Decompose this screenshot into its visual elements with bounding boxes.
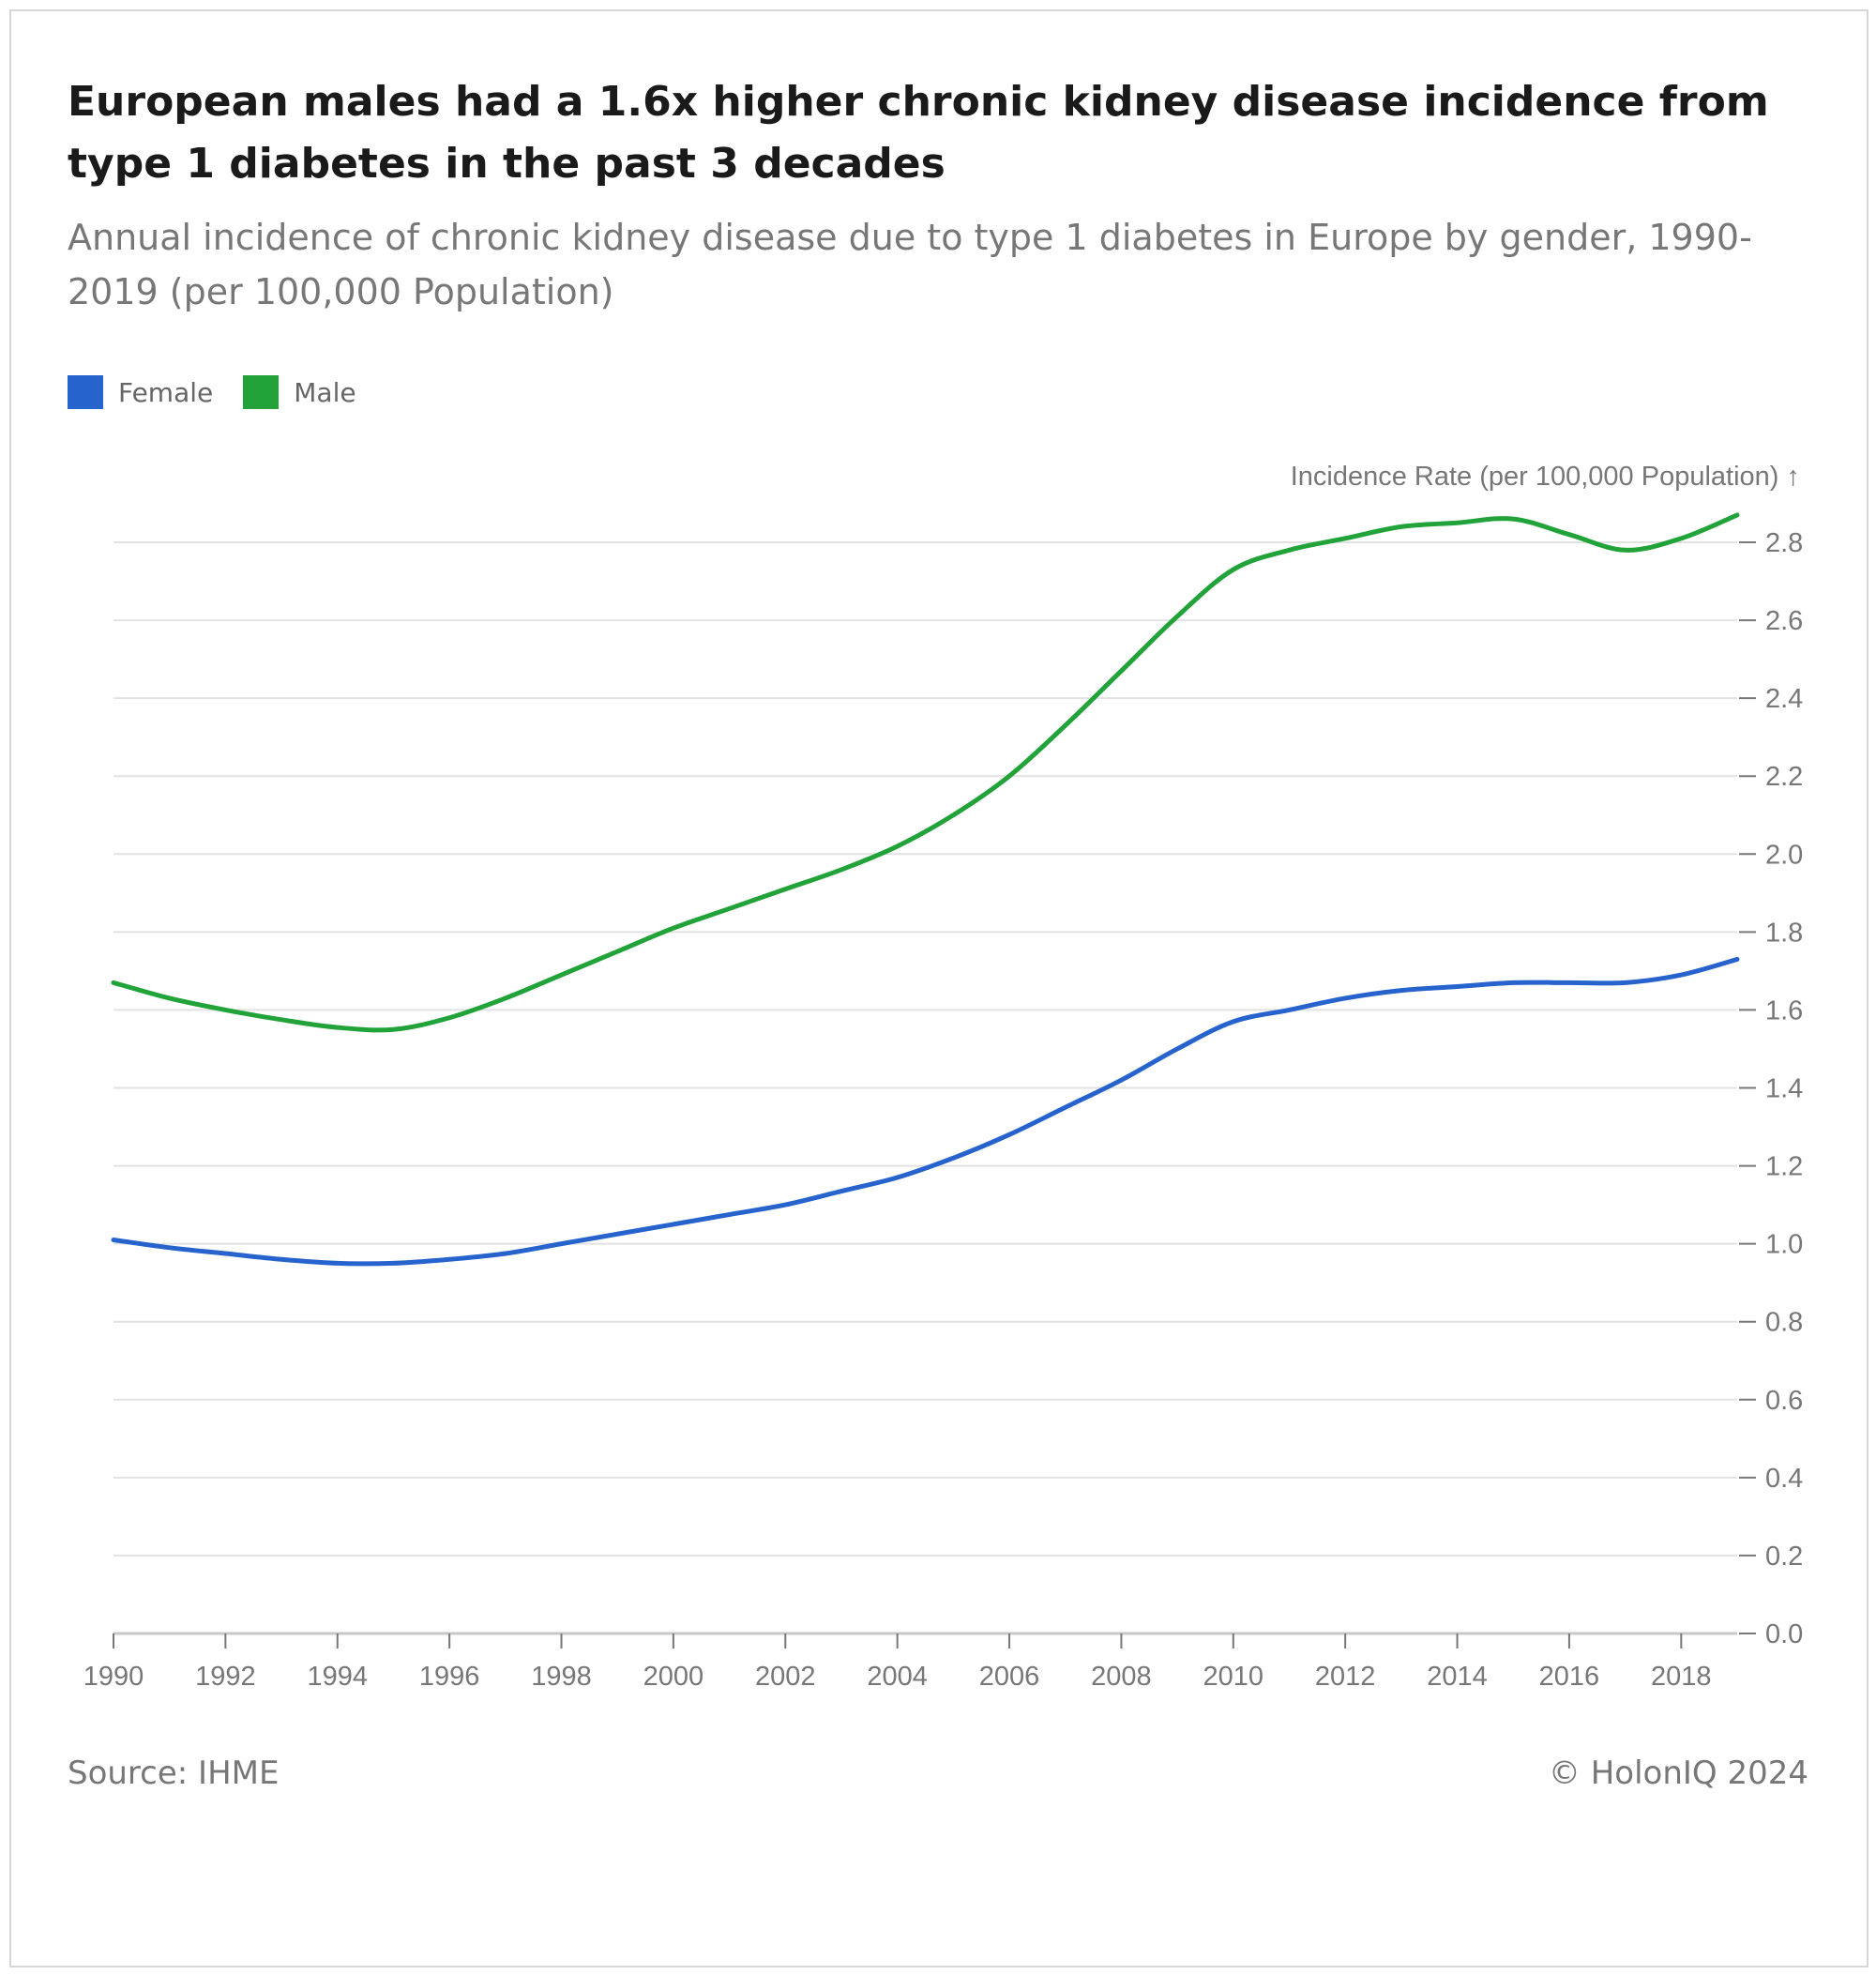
y-tick-label: 2.0: [1765, 840, 1803, 870]
y-tick-label: 2.6: [1765, 606, 1803, 636]
source-note: Source: IHME: [68, 1755, 280, 1792]
x-tick-label: 1996: [419, 1662, 480, 1692]
x-tick-label: 1990: [83, 1662, 144, 1692]
x-tick-label: 2002: [755, 1662, 816, 1692]
legend-swatch-male: [243, 375, 280, 409]
grid-lines: [113, 541, 1737, 1635]
x-tick-label: 1992: [195, 1662, 256, 1692]
y-tick-label: 0.0: [1765, 1619, 1803, 1649]
legend-item-female[interactable]: Female: [68, 375, 213, 409]
y-tick-label: 0.8: [1765, 1308, 1803, 1338]
legend-swatch-female: [68, 375, 103, 409]
legend: Female Male: [68, 373, 386, 411]
chart-title: European males had a 1.6x higher chronic…: [68, 78, 1769, 188]
x-tick-label: 1994: [308, 1662, 369, 1692]
y-tick-label: 1.2: [1765, 1152, 1803, 1182]
copyright-note: © HolonIQ 2024: [1548, 1755, 1808, 1792]
y-tick-label: 2.2: [1765, 762, 1803, 792]
y-tick-label: 1.8: [1765, 918, 1803, 948]
x-tick-label: 1998: [531, 1662, 592, 1692]
y-tick-label: 1.6: [1765, 995, 1803, 1025]
x-tick-label: 2014: [1427, 1662, 1488, 1692]
y-tick-label: 2.8: [1765, 528, 1803, 558]
y-tick-label: 2.4: [1765, 684, 1803, 714]
x-tick-label: 2012: [1315, 1662, 1376, 1692]
y-tick-label: 0.6: [1765, 1386, 1803, 1416]
x-tick-label: 2004: [867, 1662, 928, 1692]
x-tick-label: 2010: [1203, 1662, 1264, 1692]
x-tick-label: 2000: [643, 1662, 704, 1692]
y-tick-label: 1.4: [1765, 1074, 1803, 1104]
y-tick-label: 0.2: [1765, 1542, 1803, 1572]
y-tick-label: 1.0: [1765, 1230, 1803, 1260]
legend-item-male[interactable]: Male: [243, 375, 356, 409]
legend-label-male: Male: [294, 376, 356, 408]
y-axis: 0.0 0.2 0.4 0.6 0.8 1.0 1.2 1.4 1.6 1.8 2.0 2.2 2.4 2…: [1739, 528, 1803, 1649]
x-tick-label: 2008: [1091, 1662, 1152, 1692]
x-tick-label: 2016: [1539, 1662, 1600, 1692]
series-line-female[interactable]: [111, 956, 1740, 1267]
x-tick-label: 2018: [1651, 1662, 1712, 1692]
chart-subtitle: Annual incidence of chronic kidney disea…: [68, 217, 1752, 312]
x-axis: 1990 1992 1994 1996 1998 2000 2002 2004 2006 2008…: [83, 1633, 1712, 1692]
legend-label-female: Female: [118, 376, 214, 408]
series-lines: [111, 512, 1740, 1267]
series-line-male[interactable]: [111, 512, 1740, 1033]
chart-card: [9, 9, 1868, 1967]
y-axis-label: Incidence Rate (per 100,000 Population) …: [1291, 462, 1800, 492]
y-tick-label: 0.4: [1765, 1464, 1803, 1494]
x-tick-label: 2006: [979, 1662, 1040, 1692]
